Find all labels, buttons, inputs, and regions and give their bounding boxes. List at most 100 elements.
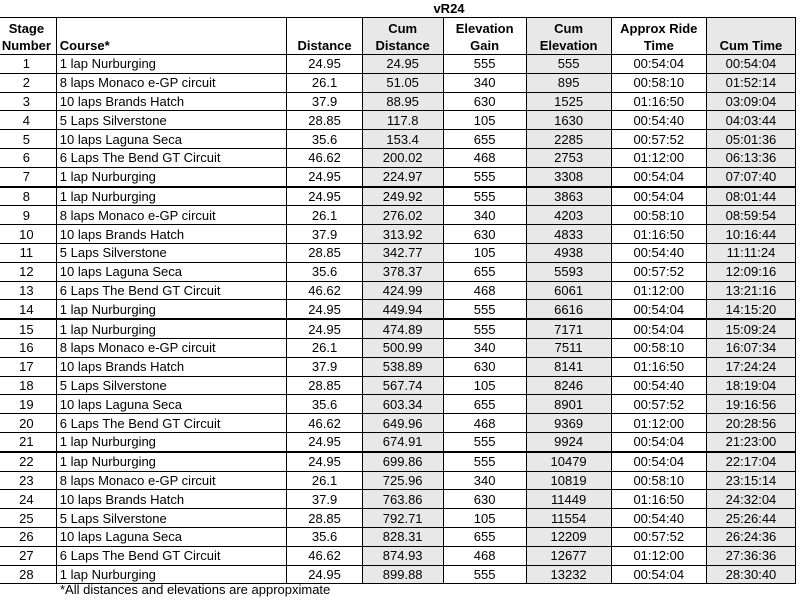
stage-table: Stage Number Course* Distance Cum Distance… (0, 17, 797, 585)
cell-cum-distance: 874.93 (361, 545, 444, 566)
cell-distance: 24.95 (286, 564, 363, 585)
cell-elevation-gain: 105 (442, 508, 527, 528)
cell-stage-number: 26 (0, 526, 57, 547)
cell-cum-elevation: 1630 (525, 110, 612, 131)
table-row: 17 10 laps Brands Hatch 37.9 538.89 630 8141 0… (0, 356, 797, 377)
cell-cum-time: 23:15:14 (705, 470, 797, 491)
cell-cum-time: 01:52:14 (705, 72, 797, 93)
cell-course: 1 lap Nurburging (55, 431, 288, 453)
cell-ride-time: 01:12:00 (610, 147, 707, 168)
cell-ride-time: 00:54:04 (610, 166, 707, 188)
cell-stage-number: 14 (0, 299, 57, 321)
cell-ride-time: 00:58:10 (610, 205, 707, 226)
cell-course: 10 laps Brands Hatch (55, 356, 288, 377)
cell-ride-time: 00:54:04 (610, 54, 707, 74)
cell-distance: 24.95 (286, 299, 363, 321)
cell-course: 6 Laps The Bend GT Circuit (55, 147, 288, 168)
cell-elevation-gain: 655 (442, 129, 527, 149)
cell-cum-distance: 224.97 (361, 166, 444, 188)
cell-distance: 24.95 (286, 318, 363, 339)
cell-cum-elevation: 12209 (525, 526, 612, 547)
cell-distance: 37.9 (286, 489, 363, 510)
cell-distance: 28.85 (286, 375, 363, 396)
cell-cum-elevation: 10819 (525, 470, 612, 491)
cell-cum-time: 28:30:40 (705, 564, 797, 585)
cell-distance: 46.62 (286, 280, 363, 301)
cell-cum-elevation: 9924 (525, 431, 612, 453)
cell-cum-time: 18:19:04 (705, 375, 797, 396)
table-row: 21 1 lap Nurburging 24.95 674.91 555 9924 00:5… (0, 431, 797, 453)
cell-cum-elevation: 4203 (525, 205, 612, 226)
cell-stage-number: 6 (0, 147, 57, 168)
cell-cum-distance: 153.4 (361, 129, 444, 149)
cell-stage-number: 28 (0, 564, 57, 585)
cell-cum-distance: 24.95 (361, 54, 444, 74)
cell-cum-time: 05:01:36 (705, 129, 797, 149)
cell-elevation-gain: 555 (442, 299, 527, 321)
cell-ride-time: 01:16:50 (610, 489, 707, 510)
cell-distance: 35.6 (286, 261, 363, 282)
cell-cum-distance: 51.05 (361, 72, 444, 93)
cell-stage-number: 1 (0, 54, 57, 74)
cell-course: 1 lap Nurburging (55, 54, 288, 74)
cell-cum-time: 21:23:00 (705, 431, 797, 453)
cell-elevation-gain: 630 (442, 224, 527, 244)
cell-cum-elevation: 5593 (525, 261, 612, 282)
cell-cum-elevation: 13232 (525, 564, 612, 585)
cell-ride-time: 00:54:04 (610, 186, 707, 207)
cell-cum-elevation: 7511 (525, 337, 612, 358)
cell-stage-number: 20 (0, 413, 57, 433)
cell-ride-time: 01:12:00 (610, 545, 707, 566)
cell-cum-time: 14:15:20 (705, 299, 797, 321)
cell-cum-elevation: 895 (525, 72, 612, 93)
cell-ride-time: 00:54:40 (610, 242, 707, 263)
cell-ride-time: 00:57:52 (610, 394, 707, 415)
cell-cum-time: 10:16:44 (705, 224, 797, 244)
cell-elevation-gain: 105 (442, 110, 527, 131)
table-row: 18 5 Laps Silverstone 28.85 567.74 105 8246 00… (0, 375, 797, 396)
table-row: 27 6 Laps The Bend GT Circuit 46.62 874.93 4… (0, 545, 797, 566)
cell-distance: 37.9 (286, 224, 363, 244)
cell-elevation-gain: 340 (442, 470, 527, 491)
cell-elevation-gain: 555 (442, 451, 527, 472)
cell-course: 1 lap Nurburging (55, 318, 288, 339)
cell-course: 10 laps Brands Hatch (55, 489, 288, 510)
cell-cum-distance: 378.37 (361, 261, 444, 282)
cell-ride-time: 00:54:04 (610, 299, 707, 321)
cell-course: 10 laps Laguna Seca (55, 261, 288, 282)
cell-course: 5 Laps Silverstone (55, 110, 288, 131)
cell-cum-time: 03:09:04 (705, 91, 797, 112)
cell-elevation-gain: 105 (442, 375, 527, 396)
cell-course: 10 laps Laguna Seca (55, 129, 288, 149)
header-ride-time: Approx Ride Time (610, 17, 707, 55)
cell-elevation-gain: 105 (442, 242, 527, 263)
cell-ride-time: 00:57:52 (610, 129, 707, 149)
cell-cum-elevation: 11449 (525, 489, 612, 510)
table-row: 15 1 lap Nurburging 24.95 474.89 555 7171 00:5… (0, 318, 797, 339)
table-row: 20 6 Laps The Bend GT Circuit 46.62 649.96 4… (0, 413, 797, 433)
cell-cum-time: 11:11:24 (705, 242, 797, 263)
cell-cum-distance: 567.74 (361, 375, 444, 396)
footnote: *All distances and elevations are approp… (60, 582, 331, 597)
cell-distance: 24.95 (286, 431, 363, 453)
cell-elevation-gain: 630 (442, 91, 527, 112)
cell-cum-time: 17:24:24 (705, 356, 797, 377)
cell-elevation-gain: 555 (442, 564, 527, 585)
cell-cum-distance: 342.77 (361, 242, 444, 263)
table-row: 26 10 laps Laguna Seca 35.6 828.31 655 12209 0… (0, 526, 797, 547)
cell-cum-distance: 828.31 (361, 526, 444, 547)
cell-distance: 28.85 (286, 508, 363, 528)
cell-stage-number: 12 (0, 261, 57, 282)
cell-cum-distance: 424.99 (361, 280, 444, 301)
table-row: 12 10 laps Laguna Seca 35.6 378.37 655 5593 00… (0, 261, 797, 282)
cell-elevation-gain: 655 (442, 526, 527, 547)
cell-cum-time: 27:36:36 (705, 545, 797, 566)
cell-elevation-gain: 655 (442, 261, 527, 282)
cell-cum-distance: 538.89 (361, 356, 444, 377)
cell-elevation-gain: 468 (442, 280, 527, 301)
cell-cum-distance: 603.34 (361, 394, 444, 415)
cell-course: 1 lap Nurburging (55, 186, 288, 207)
